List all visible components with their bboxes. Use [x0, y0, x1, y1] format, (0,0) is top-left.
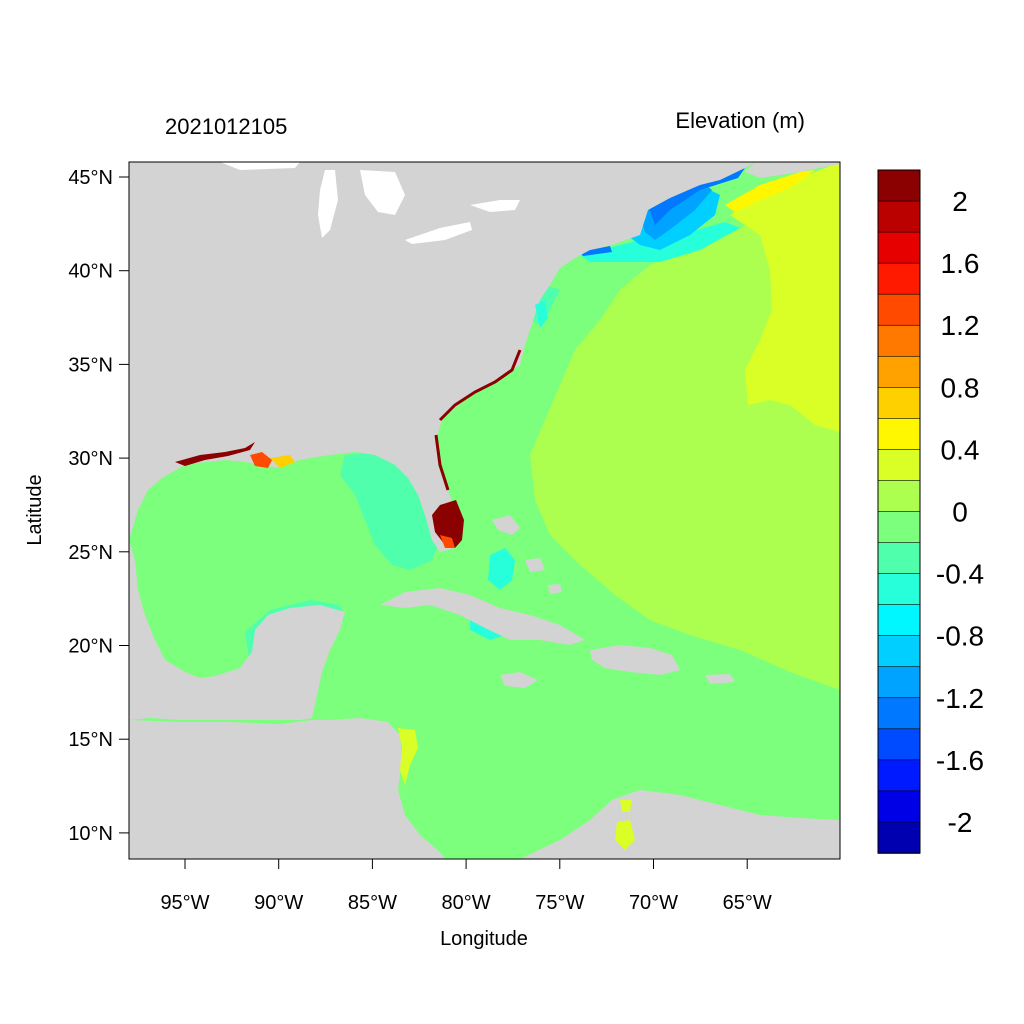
south-florida-surge-edge [440, 535, 455, 548]
colorbar-swatch [877, 449, 921, 482]
colorbar-swatch [877, 200, 921, 233]
south-america-land [520, 790, 840, 859]
colorbar-swatch [877, 480, 921, 513]
carolina-coast-surge [438, 349, 522, 422]
cuba-land [380, 588, 585, 645]
y-tick-label: 40°N [68, 261, 113, 283]
x-axis: 95°W 90°W 85°W 80°W 75°W 70°W 65°W [160, 859, 772, 914]
colorbar-label: -2 [948, 807, 973, 838]
colorbar-swatch [877, 542, 921, 575]
atlantic-positive-region [530, 162, 840, 690]
great-lakes [220, 162, 520, 244]
lake-huron [360, 170, 405, 215]
colorbar-label: -0.4 [936, 559, 984, 590]
colorbar-label: 0.4 [941, 434, 980, 465]
x-tick-label: 85°W [348, 892, 397, 914]
bahamas-land [492, 515, 562, 594]
right-title: Elevation (m) [675, 108, 805, 133]
louisiana-coast-dark [175, 442, 255, 466]
y-tick-label: 25°N [68, 542, 113, 564]
x-tick-label: 95°W [160, 892, 209, 914]
colorbar-swatch [877, 821, 921, 854]
south-florida-surge [432, 500, 464, 548]
nova-scotia-yellow [725, 170, 815, 212]
y-tick-label: 45°N [68, 167, 113, 189]
caribbean-coast-yellow [398, 728, 418, 785]
lake-ontario [470, 200, 520, 212]
jamaica-land [500, 672, 538, 688]
gulf-of-maine-negative-4 [648, 168, 745, 225]
colorbar-label: -0.8 [936, 621, 984, 652]
chesapeake-negative [535, 300, 548, 328]
colorbar-label: 0.8 [941, 372, 980, 403]
y-axis: 45°N 40°N 35°N 30°N 25°N 20°N 15°N 10°N [68, 167, 129, 845]
louisiana-surge-2 [270, 455, 295, 468]
colorbar-frame [877, 169, 921, 854]
colorbar-label: 1.2 [941, 310, 980, 341]
y-tick-label: 30°N [68, 448, 113, 470]
colorbar-swatch [877, 169, 921, 202]
mexico-land [129, 540, 345, 720]
central-america-land [129, 718, 445, 859]
map-panel [128, 161, 841, 860]
colorbar-swatch [877, 728, 921, 761]
long-island-sound-negative [580, 246, 612, 256]
colorbar-swatch [877, 604, 921, 637]
colorbar-swatch [877, 573, 921, 606]
colorbar-swatch [877, 231, 921, 264]
x-tick-label: 70°W [629, 892, 678, 914]
hispaniola-land [590, 645, 680, 675]
x-tick-label: 90°W [254, 892, 303, 914]
x-tick-label: 75°W [535, 892, 584, 914]
atlantic-high-region [730, 162, 840, 432]
colorbar-swatch [877, 666, 921, 699]
florida-atlantic-coast-surge [434, 434, 450, 491]
lake-erie [405, 222, 472, 244]
lake-michigan [318, 170, 338, 238]
louisiana-surge [250, 452, 272, 468]
colorbar-label: -1.6 [936, 745, 984, 776]
north-america-land [129, 162, 755, 552]
y-tick-label: 10°N [68, 823, 113, 845]
colorbar-swatch [877, 790, 921, 823]
colorbar-swatch [877, 759, 921, 792]
colorbar-swatch [877, 387, 921, 420]
colorbar-label: 2 [952, 186, 968, 217]
nova-scotia-land [745, 162, 840, 178]
y-tick-label: 20°N [68, 636, 113, 658]
y-tick-label: 35°N [68, 354, 113, 376]
colorbar-swatch [877, 511, 921, 544]
colorbar-label: 1.6 [941, 248, 980, 279]
y-axis-label: Latitude [24, 474, 46, 545]
colorbar-swatch [877, 324, 921, 358]
x-axis-label: Longitude [440, 928, 528, 950]
left-title: 2021012105 [165, 114, 287, 139]
lake-superior [220, 162, 300, 170]
bahamas-banks [488, 548, 515, 590]
map-frame [128, 161, 841, 860]
land-masses [129, 162, 840, 859]
x-tick-label: 65°W [723, 892, 772, 914]
colorbar-swatch [877, 697, 921, 730]
x-tick-label: 80°W [442, 892, 491, 914]
y-tick-label: 15°N [68, 729, 113, 751]
colorbar-swatch [877, 355, 921, 389]
puerto-rico-land [705, 674, 735, 684]
gulf-of-maine-negative-3 [640, 180, 712, 240]
colorbar-label: 0 [952, 497, 968, 528]
colorbar-swatch [877, 293, 921, 327]
colorbar-swatch [877, 418, 921, 451]
colorbar-swatch [877, 635, 921, 668]
colorbar-label: -1.2 [936, 683, 984, 714]
colorbar: 2 1.6 1.2 0.8 0.4 0 -0.4 -0.8 -1.2 -1.6 -2 [877, 169, 984, 854]
colorbar-swatch [877, 262, 921, 295]
maracaibo-yellow [615, 800, 635, 850]
